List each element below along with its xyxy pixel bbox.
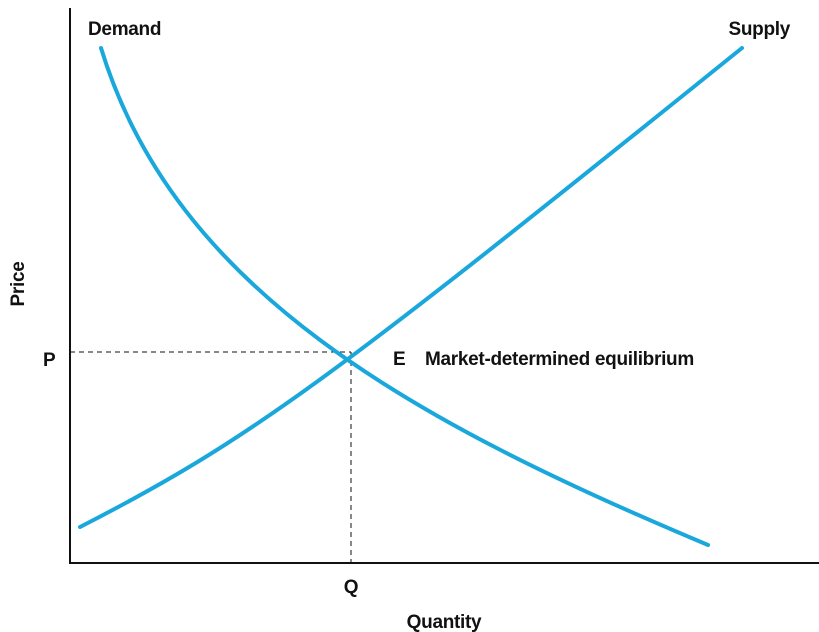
x-axis-title: Quantity xyxy=(407,612,482,632)
quantity-tick-label: Q xyxy=(344,577,358,598)
demand-label: Demand xyxy=(88,19,161,40)
demand-curve xyxy=(99,46,710,547)
supply-label: Supply xyxy=(728,19,790,40)
supply-curve xyxy=(78,46,744,529)
y-axis-title: Price xyxy=(8,262,29,307)
equilibrium-point-label: E xyxy=(393,349,405,370)
equilibrium-description: Market-determined equilibrium xyxy=(425,349,694,370)
price-tick-label: P xyxy=(43,350,56,371)
